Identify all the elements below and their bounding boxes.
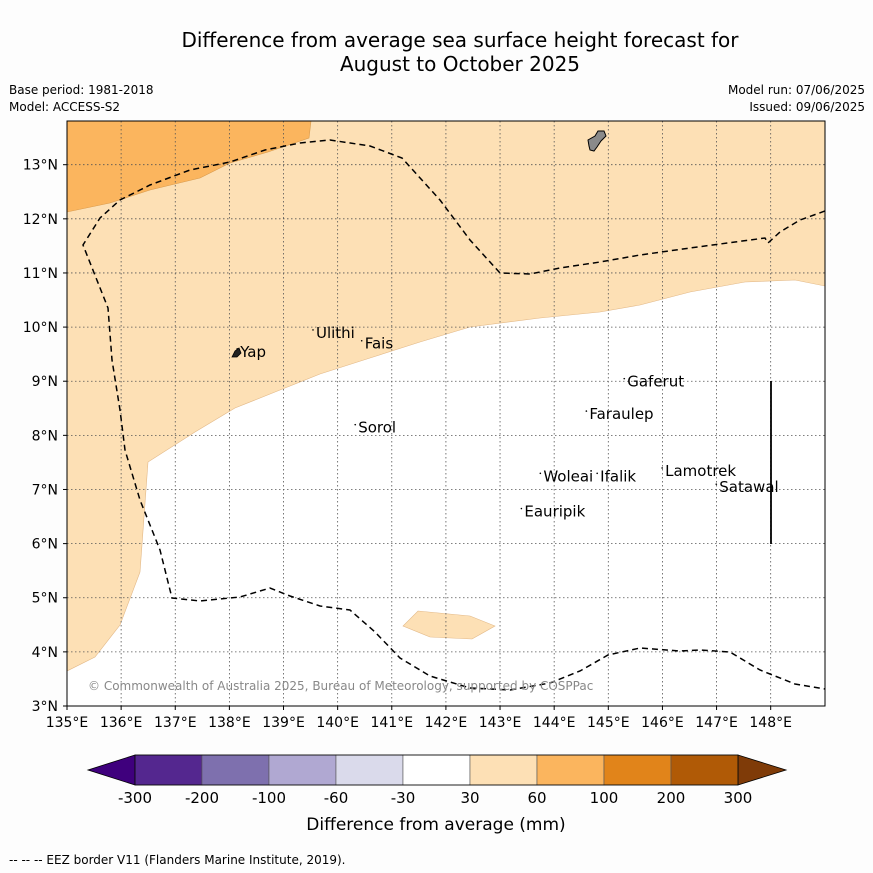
colorbar-tick-label: 60 xyxy=(527,789,546,807)
issued-date: Issued: 09/06/2025 xyxy=(749,100,865,114)
x-tick-label: 138°E xyxy=(208,715,251,731)
colorbar-bin xyxy=(201,754,270,786)
model-run: Model run: 07/06/2025 xyxy=(727,83,865,97)
place-label-ifalik: Ifalik xyxy=(600,467,636,485)
y-tick-label: 9°N xyxy=(32,374,58,390)
graticule xyxy=(67,121,825,706)
island-marker xyxy=(360,339,363,342)
island-marker xyxy=(623,377,626,380)
colorbar-tick-label: 300 xyxy=(724,789,753,807)
y-tick-label: 4°N xyxy=(32,645,58,661)
colorbar-under-arrow xyxy=(86,754,136,786)
x-tick-label: 148°E xyxy=(749,715,792,731)
colorbar-tick-label: -30 xyxy=(391,789,416,807)
colorbar-tick-label: -100 xyxy=(252,789,286,807)
meta-right: Model run: 07/06/2025 Issued: 09/06/2025 xyxy=(728,82,865,116)
y-tick-label: 3°N xyxy=(32,699,58,715)
y-tick-label: 13°N xyxy=(23,158,58,174)
place-label-fais: Fais xyxy=(365,335,394,353)
colorbar-bin xyxy=(268,754,337,786)
island-marker xyxy=(539,472,542,475)
anomaly-region-60-100 xyxy=(67,121,312,213)
place-labels: Yap Ulithi Fais Sorol Gaferut Faraulep Woleai I… xyxy=(236,324,779,521)
anomaly-region-30-60 xyxy=(67,121,825,672)
place-label-sorol: Sorol xyxy=(358,419,396,437)
colorbar-bin xyxy=(134,754,203,786)
y-tick-label: 5°N xyxy=(32,591,58,607)
y-tick-label: 8°N xyxy=(32,428,58,444)
y-tick-label: 10°N xyxy=(23,320,58,336)
place-label-gaferut: Gaferut xyxy=(627,373,684,391)
island-yap xyxy=(231,347,242,358)
place-label-satawal: Satawal xyxy=(719,478,778,496)
colorbar-frame xyxy=(134,754,739,786)
eez-border-north xyxy=(82,139,825,691)
copyright-notice: © Commonwealth of Australia 2025, Bureau… xyxy=(88,679,593,693)
island-marker xyxy=(520,507,523,510)
chart-title: Difference from average sea surface heig… xyxy=(0,28,873,76)
anomaly-patch-30-60 xyxy=(402,610,496,640)
colorbar-bin xyxy=(335,754,404,786)
y-axis-ticks: 3°N 4°N 5°N 6°N 7°N 8°N 9°N 10°N 11°N 12°N 13°N xyxy=(23,158,67,715)
map-area: Yap Ulithi Fais Sorol Gaferut Faraulep Woleai I… xyxy=(66,120,826,707)
colorbar-bin xyxy=(603,754,672,786)
place-label-lamotrek: Lamotrek xyxy=(665,462,736,480)
meta-left: Base period: 1981-2018 Model: ACCESS-S2 xyxy=(9,82,154,116)
colorbar-bin xyxy=(402,754,471,786)
x-tick-label: 142°E xyxy=(425,715,468,731)
colorbar-tick-label: 200 xyxy=(657,789,686,807)
x-tick-label: 135°E xyxy=(46,715,89,731)
colorbar-bin xyxy=(670,754,739,786)
island-marker xyxy=(312,329,314,331)
island-marker xyxy=(354,423,357,426)
island-guam xyxy=(587,130,607,152)
footer-note: -- -- -- EEZ border V11 (Flanders Marine… xyxy=(9,853,346,867)
island-marker xyxy=(715,483,718,485)
colorbar-tick-label: -200 xyxy=(185,789,219,807)
place-label-woleai: Woleai xyxy=(543,467,593,485)
x-tick-label: 136°E xyxy=(100,715,143,731)
place-label-ulithi: Ulithi xyxy=(316,324,355,342)
island-marker xyxy=(585,410,588,412)
base-period: Base period: 1981-2018 xyxy=(9,83,154,97)
x-tick-label: 146°E xyxy=(641,715,684,731)
x-tick-label: 141°E xyxy=(370,715,413,731)
y-tick-label: 12°N xyxy=(23,212,58,228)
colorbar-bin xyxy=(469,754,538,786)
colorbar-tick-label: -300 xyxy=(118,789,152,807)
x-axis-ticks: 135°E 136°E 137°E 138°E 139°E 140°E 141°E 142°E… xyxy=(46,706,792,731)
place-label-eauripik: Eauripik xyxy=(524,503,585,521)
x-tick-label: 139°E xyxy=(262,715,305,731)
colorbar-bin xyxy=(536,754,605,786)
x-tick-label: 144°E xyxy=(533,715,576,731)
island-marker xyxy=(236,348,239,350)
colorbar-over-arrow xyxy=(737,754,788,786)
y-tick-label: 6°N xyxy=(32,537,58,553)
island-marker xyxy=(661,467,663,469)
title-line-1: Difference from average sea surface heig… xyxy=(181,28,739,52)
x-tick-label: 143°E xyxy=(479,715,522,731)
colorbar-tick-label: 30 xyxy=(460,789,479,807)
x-tick-label: 147°E xyxy=(695,715,738,731)
island-marker xyxy=(596,472,598,475)
colorbar-tick-label: 100 xyxy=(590,789,619,807)
colorbar: -300 -200 -100 -60 -30 30 60 100 200 300 xyxy=(86,754,788,807)
colorbar-title: Difference from average (mm) xyxy=(306,815,565,835)
colorbar-tick-label: -60 xyxy=(324,789,349,807)
model-name: Model: ACCESS-S2 xyxy=(9,100,121,114)
x-tick-label: 145°E xyxy=(587,715,630,731)
title-line-2: August to October 2025 xyxy=(339,52,581,76)
y-tick-label: 7°N xyxy=(32,482,58,498)
place-label-faraulep: Faraulep xyxy=(589,405,653,423)
y-tick-label: 11°N xyxy=(23,266,58,282)
place-label-yap: Yap xyxy=(239,343,266,361)
x-tick-label: 140°E xyxy=(316,715,359,731)
x-tick-label: 137°E xyxy=(154,715,197,731)
